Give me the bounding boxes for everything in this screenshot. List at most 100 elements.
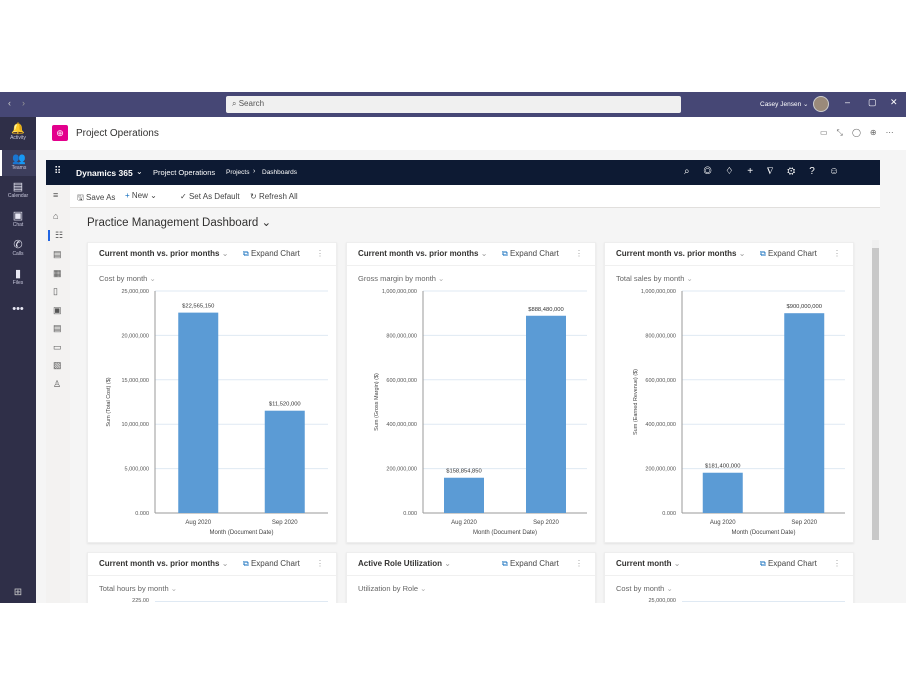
- chevron-down-icon: ⌄: [673, 559, 681, 568]
- bar[interactable]: [784, 313, 825, 513]
- document-icon[interactable]: ▯: [53, 286, 58, 296]
- bell-icon: 🔔: [11, 123, 25, 135]
- resource-icon[interactable]: ▭: [53, 342, 62, 352]
- y-tick-label: 600,000,000: [645, 378, 676, 384]
- board-icon[interactable]: ▣: [53, 305, 62, 315]
- user-name[interactable]: Casey Jensen ⌄: [760, 101, 809, 108]
- chart-title-selector[interactable]: Gross margin by month ⌄: [358, 274, 444, 283]
- chart-title: Gross margin by month: [358, 274, 436, 283]
- bar[interactable]: [444, 477, 484, 513]
- refresh-all-button[interactable]: ↻ Refresh All: [250, 192, 298, 201]
- rail-chat[interactable]: ▣ Chat: [0, 210, 36, 228]
- set-default-label: Set As Default: [188, 192, 240, 201]
- forward-icon[interactable]: ›: [22, 98, 25, 108]
- more-options-icon[interactable]: ⋮: [833, 249, 841, 258]
- chart-view-selector[interactable]: Current month ⌄: [616, 559, 681, 568]
- rail-more[interactable]: •••: [0, 303, 36, 315]
- scrollbar[interactable]: [872, 240, 879, 540]
- nav-action-icons[interactable]: ⌕◎♢+∇⚙?☺: [684, 166, 854, 177]
- app-name[interactable]: Project Operations: [153, 168, 216, 177]
- x-axis-title: Month (Document Date): [731, 530, 795, 536]
- set-default-button[interactable]: ✓ Set As Default: [180, 192, 240, 201]
- y-tick-label: 1,000,000,000: [382, 289, 417, 295]
- breadcrumb-dashboards[interactable]: Dashboards: [262, 169, 298, 176]
- chart-view-selector[interactable]: Active Role Utilization ⌄: [358, 559, 451, 568]
- chat-icon: ▣: [12, 210, 24, 222]
- chart-view-selector[interactable]: Current month vs. prior months ⌄: [99, 559, 228, 568]
- more-options-icon[interactable]: ⋮: [575, 559, 583, 568]
- y-tick-label: 400,000,000: [645, 422, 676, 428]
- waffle-icon[interactable]: ⠿: [54, 166, 62, 177]
- calendar-icon[interactable]: ▤: [53, 249, 62, 259]
- bar[interactable]: [526, 315, 566, 513]
- save-as-button[interactable]: 🖫 Save As: [77, 193, 116, 202]
- bar[interactable]: [264, 410, 305, 513]
- dashboard-title[interactable]: Practice Management Dashboard ⌄: [87, 217, 272, 229]
- chart-view-selector[interactable]: Current month vs. prior months ⌄: [616, 249, 745, 258]
- maximize-icon[interactable]: ▢: [868, 97, 877, 107]
- report-icon[interactable]: ▦: [53, 268, 62, 278]
- gridline: [682, 601, 845, 602]
- teams-icon: 👥: [12, 153, 26, 165]
- chart-view-selector[interactable]: Current month vs. prior months ⌄: [358, 249, 487, 258]
- chart-title-selector[interactable]: Total sales by month ⌄: [616, 274, 693, 283]
- app-header-actions[interactable]: ▭⤡◯⊕⋯: [820, 128, 903, 137]
- rail-label: Chat: [12, 222, 24, 228]
- expand-chart-button[interactable]: ⧉ Expand Chart: [760, 559, 817, 569]
- rail-files[interactable]: ▮ Files: [0, 268, 36, 286]
- chart-title-selector[interactable]: Utilization by Role ⌄: [358, 584, 426, 593]
- breadcrumb-projects[interactable]: Projects: [226, 169, 250, 176]
- expand-chart-button[interactable]: ⧉ Expand Chart: [502, 559, 559, 569]
- bar[interactable]: [702, 472, 743, 513]
- rail-calendar[interactable]: ▤ Calendar: [0, 181, 36, 199]
- data-label: $181,400,000: [705, 464, 740, 470]
- more-options-icon[interactable]: ⋮: [575, 249, 583, 258]
- more-icon: •••: [12, 303, 24, 315]
- expand-chart-button[interactable]: ⧉ Expand Chart: [502, 249, 559, 259]
- expand-chart-button[interactable]: ⧉ Expand Chart: [243, 249, 300, 259]
- dynamics-nav-bar: ⠿ Dynamics 365 ⌄ Project Operations Proj…: [46, 160, 880, 185]
- rail-activity[interactable]: 🔔 Activity: [0, 123, 36, 141]
- app-header: ⊕ Project Operations ▭⤡◯⊕⋯: [36, 117, 906, 150]
- chevron-down-icon[interactable]: ⌄: [136, 167, 143, 176]
- chart-title: Cost by month: [99, 274, 148, 283]
- bar[interactable]: [178, 312, 219, 513]
- home-icon[interactable]: ⌂: [53, 211, 59, 221]
- chart-title-selector[interactable]: Cost by month ⌄: [616, 584, 673, 593]
- people-icon[interactable]: ♙: [53, 379, 62, 389]
- scrollbar-thumb[interactable]: [872, 248, 879, 540]
- expand-icon: ⧉: [502, 559, 508, 568]
- more-options-icon[interactable]: ⋮: [833, 559, 841, 568]
- new-button[interactable]: + New ⌄: [125, 191, 157, 200]
- back-icon[interactable]: ‹: [8, 98, 11, 108]
- schedule-icon[interactable]: ▤: [53, 323, 62, 333]
- plus-icon: +: [125, 191, 130, 200]
- avatar[interactable]: [813, 96, 829, 112]
- y-tick-label: 600,000,000: [386, 378, 417, 384]
- y-tick-label: 800,000,000: [645, 333, 676, 339]
- rail-teams[interactable]: 👥 Teams: [0, 150, 36, 176]
- request-icon[interactable]: ▧: [53, 360, 62, 370]
- chart-header: Current month vs. prior months: [99, 249, 220, 258]
- expand-chart-button[interactable]: ⧉ Expand Chart: [760, 249, 817, 259]
- apps-icon[interactable]: ⊞: [13, 587, 23, 598]
- more-options-icon[interactable]: ⋮: [316, 249, 324, 258]
- product-name[interactable]: Dynamics 365: [76, 168, 133, 178]
- expand-chart-button[interactable]: ⧉ Expand Chart: [243, 559, 300, 569]
- chart-card: Active Role Utilization ⌄ ⧉ Expand Chart…: [346, 552, 596, 612]
- chart-title-selector[interactable]: Cost by month ⌄: [99, 274, 156, 283]
- dashboard-icon[interactable]: ☷: [48, 230, 63, 241]
- rail-calls[interactable]: ✆ Calls: [0, 239, 36, 257]
- minimize-icon[interactable]: –: [845, 97, 851, 107]
- refresh-label: Refresh All: [258, 192, 298, 201]
- more-options-icon[interactable]: ⋮: [316, 559, 324, 568]
- chart-title-selector[interactable]: Total hours by month ⌄: [99, 584, 177, 593]
- close-icon[interactable]: ✕: [890, 97, 898, 107]
- y-tick-label: 800,000,000: [386, 333, 417, 339]
- hamburger-icon[interactable]: ≡: [53, 190, 59, 200]
- chart-header: Current month vs. prior months: [99, 559, 220, 568]
- expand-icon: ⧉: [760, 249, 766, 258]
- data-label: $900,000,000: [787, 304, 822, 310]
- chart-view-selector[interactable]: Current month vs. prior months ⌄: [99, 249, 228, 258]
- search-input[interactable]: ⌕ Search: [226, 96, 681, 113]
